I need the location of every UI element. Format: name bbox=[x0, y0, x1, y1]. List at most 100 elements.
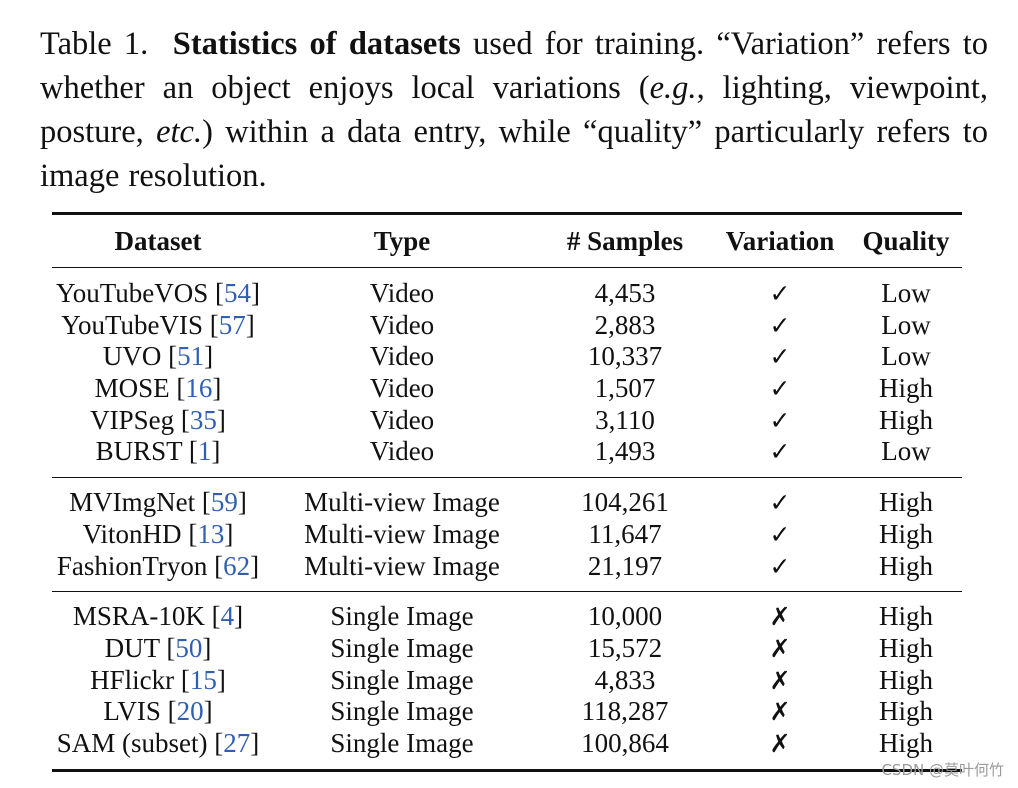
cell-quality-value: Low bbox=[881, 436, 931, 467]
cell-variation-value: ✓ bbox=[769, 519, 791, 549]
cell-variation-value: ✓ bbox=[769, 342, 791, 372]
cell-variation-value: ✓ bbox=[769, 310, 791, 340]
citation-link[interactable]: 50 bbox=[175, 632, 203, 663]
cell-quality-value: High bbox=[879, 727, 933, 758]
cell-variation: ✓ bbox=[710, 519, 850, 551]
cell-type-value: Multi-view Image bbox=[304, 487, 500, 518]
cell-samples: 1,493 bbox=[540, 436, 710, 468]
cell-variation-value: ✓ bbox=[769, 437, 791, 467]
dataset-name: VIPSeg bbox=[90, 404, 175, 435]
cell-quality: High bbox=[850, 665, 962, 697]
group-separator-rule bbox=[52, 477, 962, 479]
cell-samples-value: 15,572 bbox=[587, 632, 663, 663]
cell-samples-value: 118,287 bbox=[581, 696, 669, 727]
cell-type: Video bbox=[264, 436, 540, 468]
cell-variation-value: ✓ bbox=[769, 551, 791, 581]
citation-link[interactable]: 13 bbox=[197, 518, 225, 549]
cell-samples: 11,647 bbox=[540, 519, 710, 551]
dataset-name: DUT bbox=[104, 632, 160, 663]
table-row: MSRA-10K [4] Single Image 10,000 ✗ High bbox=[52, 601, 962, 633]
cell-type: Single Image bbox=[264, 665, 540, 697]
header-samples: # Samples bbox=[566, 226, 684, 256]
citation-link[interactable]: 51 bbox=[177, 341, 205, 372]
cell-samples-value: 21,197 bbox=[587, 550, 663, 581]
cell-type: Video bbox=[264, 310, 540, 342]
citation-link[interactable]: 62 bbox=[223, 550, 251, 581]
table-bottom-rule bbox=[52, 768, 962, 772]
cell-variation-value: ✗ bbox=[769, 633, 791, 663]
caption-italic-eg: e.g. bbox=[649, 70, 697, 106]
table-row: DUT [50] Single Image 15,572 ✗ High bbox=[52, 633, 962, 665]
cell-dataset: MVImgNet [59] bbox=[69, 487, 247, 518]
cell-quality: High bbox=[850, 633, 962, 665]
cell-quality: Low bbox=[850, 341, 962, 373]
cell-samples-value: 4,833 bbox=[594, 664, 656, 695]
cell-quality: High bbox=[850, 601, 962, 633]
cell-type-value: Video bbox=[369, 404, 435, 435]
header-variation: Variation bbox=[725, 226, 835, 256]
cell-variation-value: ✗ bbox=[769, 665, 791, 695]
cell-variation: ✗ bbox=[710, 633, 850, 665]
cell-samples: 118,287 bbox=[540, 696, 710, 728]
cell-quality: High bbox=[850, 373, 962, 405]
watermark: CSDN @莫叶何竹 bbox=[881, 761, 1004, 779]
cell-samples-value: 11,647 bbox=[588, 518, 662, 549]
citation-link[interactable]: 16 bbox=[185, 373, 213, 404]
cell-samples-value: 100,864 bbox=[581, 727, 669, 758]
cell-type: Video bbox=[264, 405, 540, 437]
cell-dataset: UVO [51] bbox=[102, 341, 214, 372]
citation-link[interactable]: 20 bbox=[176, 696, 204, 727]
cell-quality-value: High bbox=[879, 404, 933, 435]
dataset-name: LVIS bbox=[103, 696, 161, 727]
citation-link[interactable]: 35 bbox=[189, 404, 217, 435]
cell-samples: 100,864 bbox=[540, 728, 710, 760]
cell-dataset: BURST [1] bbox=[95, 436, 221, 467]
cell-samples: 104,261 bbox=[540, 487, 710, 519]
cell-dataset: VIPSeg [35] bbox=[90, 404, 226, 435]
citation-link[interactable]: 27 bbox=[223, 727, 251, 758]
citation-link[interactable]: 4 bbox=[220, 601, 235, 632]
cell-samples-value: 4,453 bbox=[594, 278, 656, 308]
dataset-name: YouTubeVIS bbox=[61, 309, 204, 340]
table-body: YouTubeVOS [54] Video 4,453 ✓ Low YouTubeVIS … bbox=[52, 268, 962, 769]
citation-link[interactable]: 54 bbox=[224, 278, 252, 308]
header-dataset: Dataset bbox=[114, 226, 202, 256]
cell-type: Single Image bbox=[264, 601, 540, 633]
cell-quality: Low bbox=[850, 436, 962, 468]
dataset-name: MVImgNet bbox=[69, 487, 196, 518]
cell-dataset: DUT [50] bbox=[104, 632, 212, 663]
cell-dataset: MOSE [16] bbox=[94, 373, 222, 404]
citation-link[interactable]: 59 bbox=[210, 487, 238, 518]
cell-type-value: Video bbox=[369, 373, 435, 404]
citation-link[interactable]: 15 bbox=[189, 664, 217, 695]
datasets-table: Dataset Type # Samples Variation Quality… bbox=[52, 212, 962, 772]
table-caption: Table 1. Statistics of datasets used for… bbox=[40, 22, 988, 198]
dataset-name: FashionTryon bbox=[56, 550, 208, 581]
cell-quality-value: High bbox=[879, 601, 933, 632]
cell-quality: High bbox=[850, 487, 962, 519]
table-row: BURST [1] Video 1,493 ✓ Low bbox=[52, 436, 962, 468]
dataset-name: VitonHD bbox=[82, 518, 182, 549]
cell-dataset: YouTubeVIS [57] bbox=[61, 309, 255, 340]
dataset-name: BURST bbox=[95, 436, 183, 467]
table-row: VitonHD [13] Multi-view Image 11,647 ✓ High bbox=[52, 519, 962, 551]
cell-type-value: Video bbox=[369, 341, 435, 372]
caption-text-3: ) within a data entry, while “quality” p… bbox=[40, 114, 988, 194]
dataset-name: UVO bbox=[102, 341, 162, 372]
citation-link[interactable]: 57 bbox=[218, 309, 246, 340]
dataset-name: HFlickr bbox=[90, 664, 175, 695]
cell-quality: High bbox=[850, 519, 962, 551]
cell-type: Single Image bbox=[264, 696, 540, 728]
cell-type-value: Single Image bbox=[330, 632, 474, 663]
cell-variation-value: ✗ bbox=[769, 728, 791, 758]
dataset-name: SAM (subset) bbox=[56, 727, 208, 758]
table-row: YouTubeVIS [57] Video 2,883 ✓ Low bbox=[52, 310, 962, 342]
caption-text-2: , lighting, viewpoint, posture, bbox=[40, 70, 988, 150]
cell-variation: ✓ bbox=[710, 278, 850, 310]
citation-link[interactable]: 1 bbox=[197, 436, 212, 467]
cell-samples: 1,507 bbox=[540, 373, 710, 405]
cell-samples: 2,883 bbox=[540, 310, 710, 342]
table-row: HFlickr [15] Single Image 4,833 ✗ High bbox=[52, 665, 962, 697]
cell-variation: ✗ bbox=[710, 601, 850, 633]
dataset-name: MOSE bbox=[94, 373, 170, 404]
